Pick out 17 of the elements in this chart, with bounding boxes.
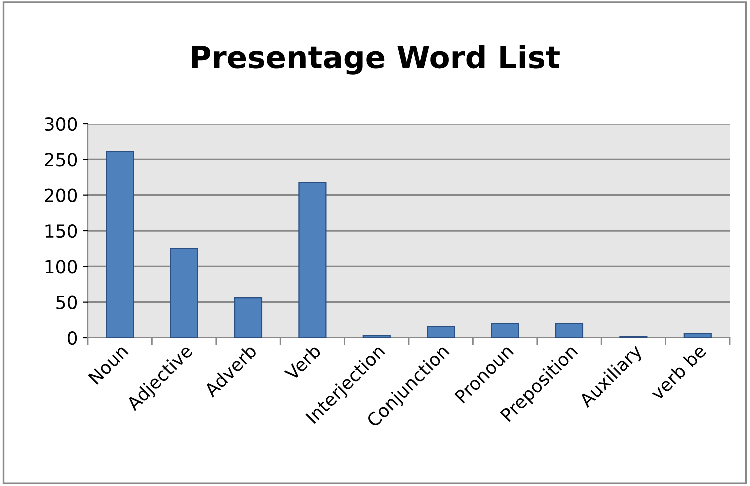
bar bbox=[170, 248, 198, 338]
y-tick-label: 50 bbox=[56, 296, 78, 310]
y-tick-label: 0 bbox=[68, 331, 78, 346]
bar bbox=[491, 323, 520, 338]
y-tick-label: 300 bbox=[45, 117, 78, 132]
chart-title: Presentage Word List bbox=[192, 45, 560, 75]
y-tick-label: 200 bbox=[45, 188, 78, 202]
y-tick-label: 100 bbox=[46, 260, 78, 274]
bar bbox=[684, 333, 712, 338]
bar bbox=[555, 323, 584, 338]
y-tick-label: 250 bbox=[45, 153, 78, 167]
bar bbox=[234, 298, 263, 338]
bar bbox=[106, 151, 134, 338]
bar bbox=[298, 182, 327, 338]
bar bbox=[427, 326, 456, 338]
bar bbox=[362, 335, 391, 338]
y-tick-label: 150 bbox=[46, 224, 78, 238]
